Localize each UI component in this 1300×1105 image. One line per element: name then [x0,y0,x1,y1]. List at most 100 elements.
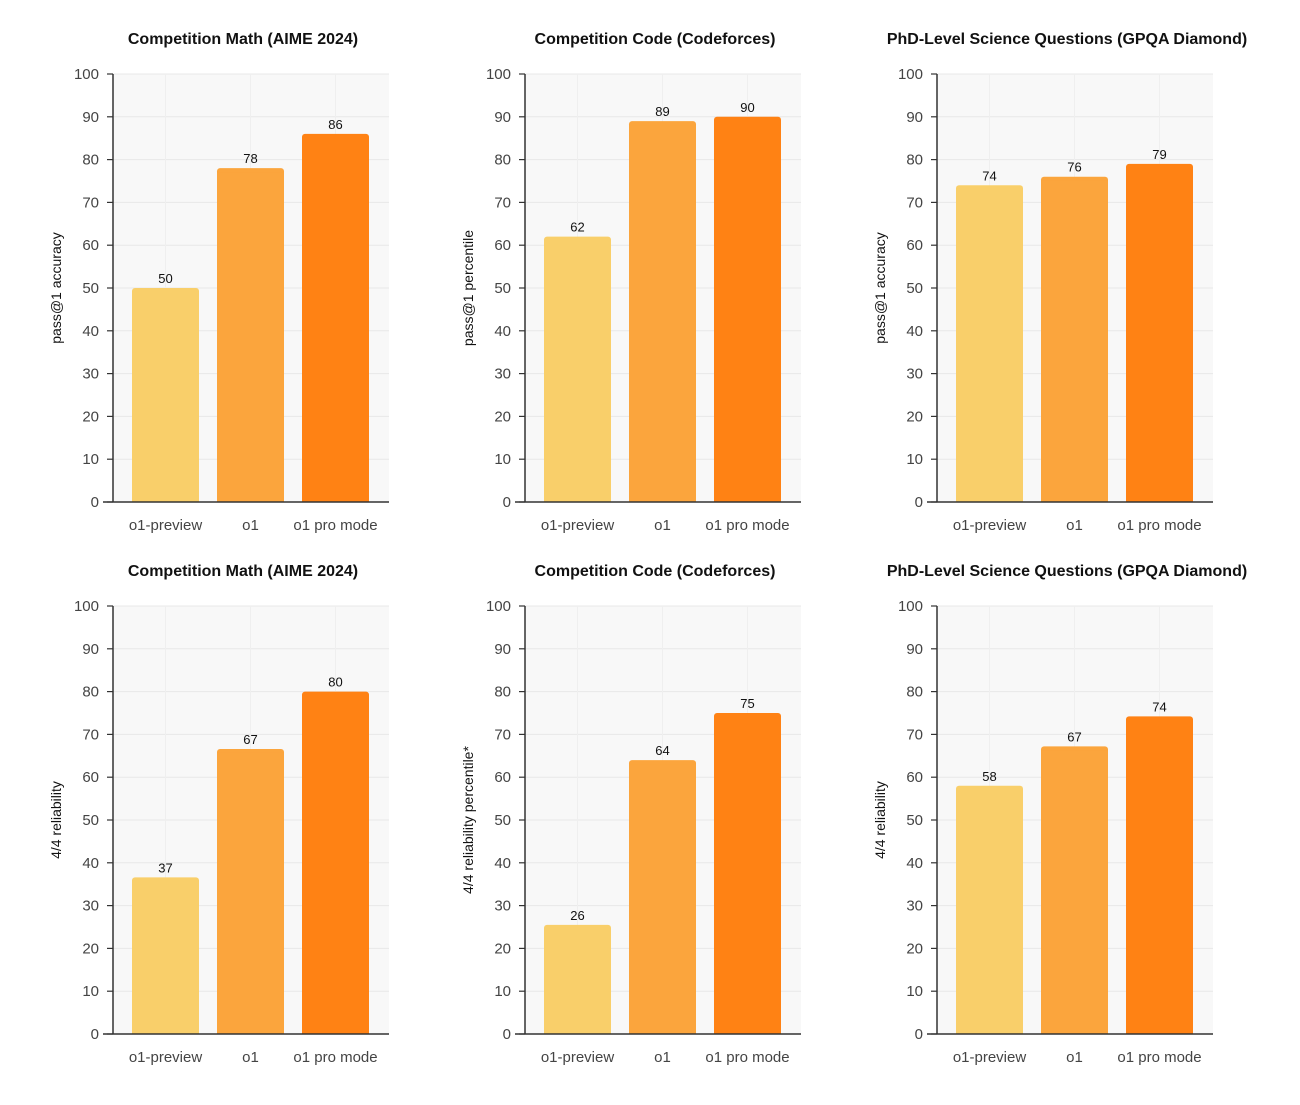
y-tick-label: 80 [906,684,923,701]
y-tick-label: 30 [494,366,511,383]
y-tick-label: 50 [494,280,511,297]
bar-value-label: 75 [740,696,754,711]
y-tick-label: 20 [906,408,923,425]
bar-value-label: 26 [570,908,584,923]
bar-base [302,695,369,1034]
bar-base [956,789,1023,1034]
y-tick-label: 10 [494,983,511,1000]
y-tick-label: 0 [915,1026,923,1043]
x-tick-label: o1 pro mode [705,517,789,534]
chart-panel-5: 26 64 75 0 10 20 30 40 50 60 70 80 90 100 o1-preview o1… [460,563,801,1066]
y-tick-label: 0 [915,494,923,511]
y-tick-label: 50 [82,280,99,297]
y-tick-label: 30 [82,898,99,915]
bar-base [132,292,199,502]
y-tick-label: 60 [82,237,99,254]
x-tick-label: o1 pro mode [293,1049,377,1066]
x-tick-label: o1 [1066,1049,1083,1066]
y-tick-label: 100 [74,66,99,83]
bar-value-label: 80 [328,675,342,690]
x-tick-label: o1-preview [541,517,615,534]
y-tick-label: 40 [494,855,511,872]
chart-title: PhD-Level Science Questions (GPQA Diamon… [887,31,1247,48]
y-tick-label: 60 [494,237,511,254]
bar-base [544,240,611,502]
y-tick-label: 20 [82,940,99,957]
chart-panel-2: 62 89 90 0 10 20 30 40 50 60 70 80 90 100 o1-preview o1… [460,31,801,534]
y-tick-label: 50 [82,812,99,829]
y-tick-label: 40 [82,323,99,340]
y-tick-label: 30 [906,366,923,383]
y-tick-label: 70 [82,194,99,211]
bar-value-label: 62 [570,220,584,235]
bar-value-label: 76 [1067,160,1081,175]
y-tick-label: 80 [82,684,99,701]
y-axis-label: 4/4 reliability percentile* [460,746,476,894]
x-tick-label: o1-preview [129,1049,203,1066]
chart-panel-3: 74 76 79 0 10 20 30 40 50 60 70 80 90 100 o1-preview o1… [872,31,1247,534]
y-tick-label: 40 [494,323,511,340]
y-axis-label: 4/4 reliability [872,781,888,859]
chart-title: Competition Code (Codeforces) [535,31,776,48]
y-tick-label: 90 [82,109,99,126]
y-tick-label: 20 [82,408,99,425]
y-tick-label: 40 [906,323,923,340]
x-tick-label: o1 [654,1049,671,1066]
bar-value-label: 58 [982,769,996,784]
y-tick-label: 90 [82,641,99,658]
y-tick-label: 60 [906,237,923,254]
bar-base [1041,750,1108,1034]
y-tick-label: 90 [494,641,511,658]
y-tick-label: 100 [486,66,511,83]
chart-title: PhD-Level Science Questions (GPQA Diamon… [887,563,1247,580]
bar-value-label: 89 [655,104,669,119]
y-tick-label: 60 [82,769,99,786]
y-tick-label: 100 [486,598,511,615]
y-tick-label: 50 [906,812,923,829]
y-axis-label: pass@1 accuracy [48,232,64,343]
x-tick-label: o1-preview [129,517,203,534]
y-tick-label: 10 [906,451,923,468]
y-tick-label: 90 [906,109,923,126]
y-tick-label: 10 [906,983,923,1000]
y-tick-label: 70 [906,726,923,743]
x-tick-label: o1 pro mode [1117,1049,1201,1066]
y-tick-label: 90 [494,109,511,126]
x-tick-label: o1 pro mode [705,1049,789,1066]
bar-base [629,764,696,1034]
y-tick-label: 40 [906,855,923,872]
bar-base [1126,720,1193,1034]
y-tick-label: 80 [906,152,923,169]
y-tick-label: 0 [91,1026,99,1043]
x-tick-label: o1 [1066,517,1083,534]
y-tick-label: 90 [906,641,923,658]
x-tick-label: o1-preview [953,517,1027,534]
bar-value-label: 37 [158,860,172,875]
y-axis-label: pass@1 percentile [460,230,476,346]
bar-value-label: 67 [1067,729,1081,744]
y-axis-label: pass@1 accuracy [872,232,888,343]
x-tick-label: o1 pro mode [1117,517,1201,534]
bar-base [217,752,284,1034]
y-tick-label: 60 [906,769,923,786]
bar-value-label: 67 [243,732,257,747]
chart-panel-6: 58 67 74 0 10 20 30 40 50 60 70 80 90 100 o1-preview o1… [872,563,1247,1066]
y-tick-label: 0 [91,494,99,511]
y-tick-label: 50 [906,280,923,297]
bar-base [714,717,781,1034]
y-tick-label: 80 [494,152,511,169]
bar-value-label: 79 [1152,147,1166,162]
bar-value-label: 74 [982,168,996,183]
y-tick-label: 10 [82,451,99,468]
bar-base [714,120,781,503]
y-tick-label: 20 [494,408,511,425]
bar-value-label: 50 [158,271,172,286]
x-tick-label: o1-preview [953,1049,1027,1066]
bar-base [956,189,1023,502]
bar-base [1126,167,1193,502]
x-tick-label: o1 [242,517,259,534]
y-tick-label: 70 [494,726,511,743]
chart-title: Competition Code (Codeforces) [535,563,776,580]
